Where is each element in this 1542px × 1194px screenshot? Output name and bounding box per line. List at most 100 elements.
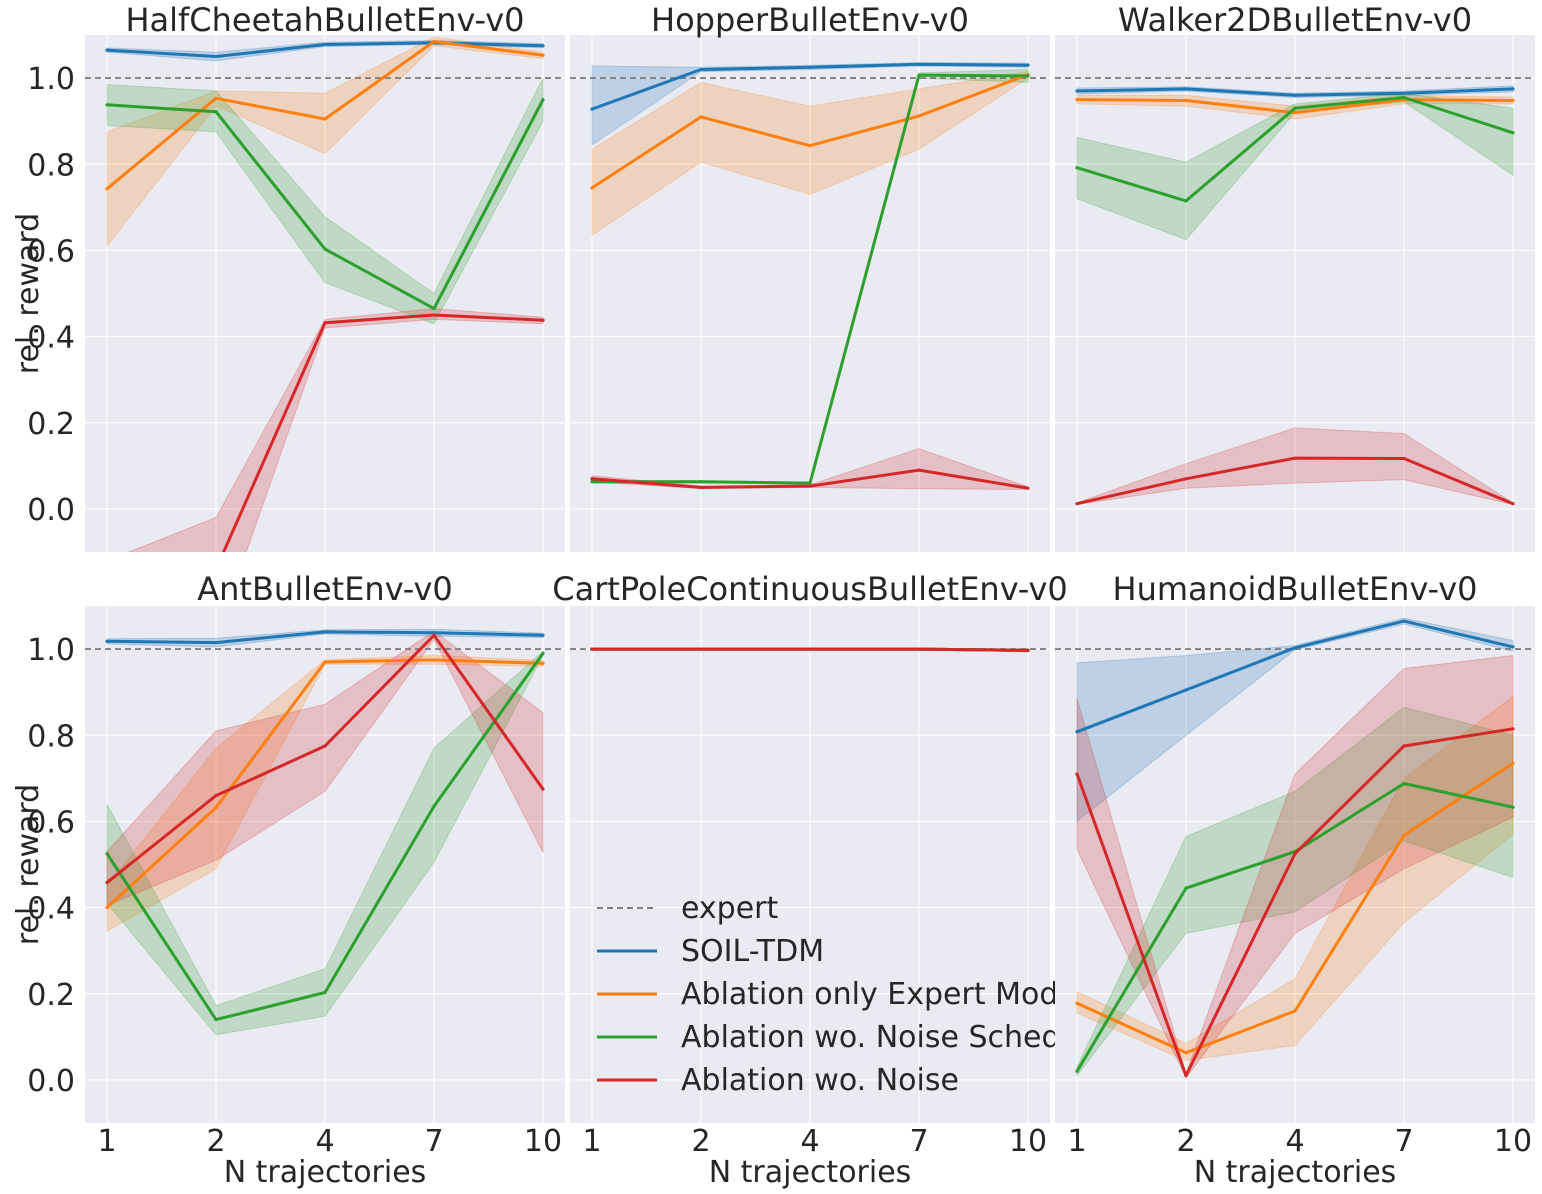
point-ablation-wo-noise — [1402, 456, 1406, 461]
point-ablation-wo-noise — [323, 321, 327, 325]
legend-label-expert: expert — [681, 891, 779, 926]
point-ablation-wo-noise-sched — [541, 651, 545, 655]
panel-title: CartPoleContinuousBulletEnv-v0 — [552, 570, 1068, 608]
point-ablation-wo-noise — [432, 633, 436, 637]
x-tick-label: 4 — [800, 1124, 819, 1159]
point-ablation-wo-noise-sched — [432, 804, 436, 808]
panel-ant: 0.0 0.2 0.4 0.6 0.8 1.0 1 2 4 7 10 AntBulletEnv-v… — [11, 570, 565, 1190]
x-tick-label: 7 — [1394, 1124, 1413, 1159]
point-ablation-wo-noise — [1402, 744, 1406, 748]
panel-title: Walker2DBulletEnv-v0 — [1118, 1, 1472, 39]
point-ablation-only-expert-model — [214, 96, 218, 100]
band-ablation-wo-noise — [106, 630, 544, 907]
legend-label-soil-tdm: SOIL-TDM — [681, 934, 824, 969]
x-tick-label: 4 — [315, 1124, 334, 1159]
point-ablation-only-expert-model — [1511, 98, 1515, 103]
point-ablation-only-expert-model — [808, 144, 812, 148]
point-ablation-wo-noise-sched — [323, 990, 327, 995]
point-ablation-wo-noise-sched — [105, 103, 109, 107]
point-ablation-wo-noise — [1184, 1074, 1188, 1078]
point-ablation-wo-noise — [699, 647, 703, 651]
point-ablation-wo-noise — [1184, 477, 1188, 481]
y-tick-label: 0.6 — [27, 234, 75, 269]
x-tick-label: 7 — [424, 1124, 443, 1159]
point-ablation-only-expert-model — [105, 187, 109, 191]
point-ablation-wo-noise — [432, 313, 436, 317]
point-ablation-wo-noise — [1026, 486, 1030, 490]
y-tick-label: 0.2 — [27, 407, 75, 442]
point-ablation-wo-noise-sched — [323, 247, 327, 251]
point-ablation-only-expert-model — [590, 186, 594, 190]
point-ablation-wo-noise-sched — [590, 480, 594, 484]
x-tick-label: 2 — [206, 1124, 225, 1159]
y-tick-label: 0.4 — [27, 321, 75, 356]
panel-title: HalfCheetahBulletEnv-v0 — [125, 1, 524, 39]
point-ablation-wo-noise — [1026, 648, 1030, 652]
x-tick-label: 7 — [909, 1124, 928, 1159]
point-ablation-only-expert-model — [1184, 98, 1188, 103]
point-ablation-only-expert-model — [432, 39, 436, 44]
point-ablation-only-expert-model — [1293, 110, 1297, 115]
point-ablation-wo-noise — [1293, 852, 1297, 856]
point-ablation-only-expert-model — [1511, 761, 1515, 765]
point-soil-tdm — [214, 54, 218, 59]
panel-title: HumanoidBulletEnv-v0 — [1113, 570, 1478, 608]
point-soil-tdm — [1402, 619, 1406, 623]
point-soil-tdm — [541, 633, 545, 637]
point-ablation-only-expert-model — [917, 114, 921, 118]
y-tick-label: 0.0 — [27, 493, 75, 528]
band-ablation-only-expert-model — [591, 71, 1029, 237]
point-ablation-wo-noise — [1075, 502, 1079, 506]
point-soil-tdm — [1402, 91, 1406, 95]
point-ablation-wo-noise — [323, 744, 327, 748]
point-ablation-wo-noise — [1511, 727, 1515, 731]
y-tick-label: 0.8 — [27, 719, 75, 754]
panel-title: AntBulletEnv-v0 — [197, 570, 453, 608]
panel-walker2d: Walker2DBulletEnv-v0 — [1055, 1, 1535, 552]
x-axis-label: N trajectories — [709, 1155, 912, 1190]
panel-hopper: HopperBulletEnv-v0 — [570, 1, 1050, 552]
point-soil-tdm — [808, 65, 812, 69]
point-ablation-only-expert-model — [432, 658, 436, 662]
point-soil-tdm — [1511, 87, 1515, 91]
point-soil-tdm — [1293, 93, 1297, 97]
point-ablation-wo-noise-sched — [1184, 886, 1188, 890]
band-ablation-wo-noise — [127, 308, 544, 552]
point-ablation-wo-noise-sched — [541, 98, 545, 102]
x-axis-label: N trajectories — [224, 1155, 427, 1190]
y-axis-label: rel. reward — [11, 784, 46, 945]
point-ablation-wo-noise-sched — [917, 73, 921, 77]
x-tick-label: 10 — [524, 1124, 562, 1159]
point-ablation-only-expert-model — [323, 660, 327, 664]
point-ablation-only-expert-model — [323, 117, 327, 121]
point-ablation-only-expert-model — [214, 806, 218, 810]
x-tick-label: 2 — [1176, 1124, 1195, 1159]
legend-label-wo-noise: Ablation wo. Noise — [681, 1063, 959, 1098]
x-tick-label: 1 — [97, 1124, 116, 1159]
band-ablation-only-expert-model — [106, 654, 544, 933]
point-ablation-wo-noise-sched — [1402, 781, 1406, 786]
y-tick-label: 0.0 — [27, 1064, 75, 1099]
point-ablation-wo-noise — [214, 793, 218, 798]
point-soil-tdm — [105, 48, 109, 52]
point-soil-tdm — [1075, 89, 1079, 93]
point-ablation-wo-noise-sched — [214, 110, 218, 114]
y-tick-label: 0.4 — [27, 892, 75, 927]
x-tick-label: 10 — [1494, 1124, 1532, 1159]
point-ablation-wo-noise-sched — [1026, 74, 1030, 78]
point-soil-tdm — [323, 630, 327, 634]
point-ablation-wo-noise — [1293, 456, 1297, 460]
band-soil-tdm — [591, 62, 1029, 146]
point-ablation-only-expert-model — [699, 115, 703, 119]
point-ablation-wo-noise — [105, 880, 109, 885]
point-ablation-wo-noise — [917, 647, 921, 651]
point-soil-tdm — [432, 631, 436, 635]
panel-halfcheetah: 0.0 0.2 0.4 0.6 0.8 1.0 HalfCheetahBulletEnv-… — [11, 1, 565, 552]
band-ablation-only-expert-model — [1076, 695, 1514, 1062]
y-tick-label: 1.0 — [27, 633, 75, 668]
point-ablation-wo-noise-sched — [214, 1018, 218, 1022]
point-ablation-wo-noise — [541, 787, 545, 791]
point-soil-tdm — [917, 62, 921, 66]
x-tick-label: 4 — [1285, 1124, 1304, 1159]
